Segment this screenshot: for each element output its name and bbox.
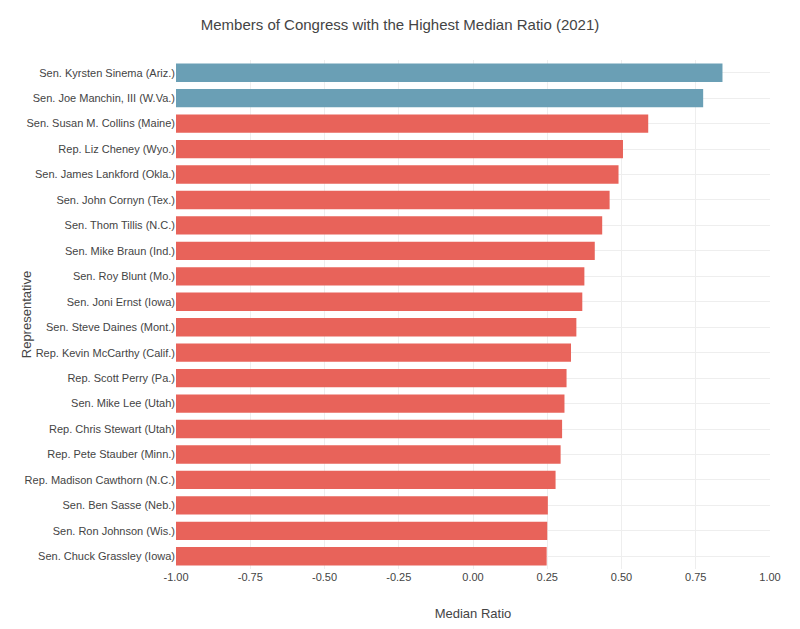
svg-text:1.00: 1.00: [759, 571, 780, 583]
svg-text:0.00: 0.00: [462, 571, 483, 583]
svg-text:Sen. Joe Manchin, III (W.Va.): Sen. Joe Manchin, III (W.Va.): [33, 92, 175, 104]
svg-text:Sen. Mike Lee (Utah): Sen. Mike Lee (Utah): [71, 397, 175, 409]
svg-text:Representative: Representative: [19, 271, 34, 358]
svg-text:Rep. Scott Perry (Pa.): Rep. Scott Perry (Pa.): [67, 372, 175, 384]
svg-text:Sen. Kyrsten Sinema (Ariz.): Sen. Kyrsten Sinema (Ariz.): [39, 67, 175, 79]
svg-text:Sen. John Cornyn (Tex.): Sen. John Cornyn (Tex.): [56, 194, 175, 206]
svg-text:Sen. Roy Blunt (Mo.): Sen. Roy Blunt (Mo.): [73, 270, 175, 282]
svg-text:-0.75: -0.75: [238, 571, 263, 583]
svg-text:Rep. Kevin McCarthy (Calif.): Rep. Kevin McCarthy (Calif.): [36, 347, 175, 359]
svg-text:Sen. Susan M. Collins (Maine): Sen. Susan M. Collins (Maine): [26, 117, 175, 129]
svg-text:Sen. Ron Johnson (Wis.): Sen. Ron Johnson (Wis.): [53, 525, 175, 537]
svg-text:Members of Congress with the H: Members of Congress with the Highest Med…: [201, 16, 600, 33]
svg-text:0.50: 0.50: [611, 571, 632, 583]
svg-text:Rep. Pete Stauber (Minn.): Rep. Pete Stauber (Minn.): [47, 448, 175, 460]
svg-text:-1.00: -1.00: [163, 571, 188, 583]
svg-text:0.75: 0.75: [685, 571, 706, 583]
svg-text:Rep. Chris Stewart (Utah): Rep. Chris Stewart (Utah): [49, 423, 175, 435]
svg-text:Sen. Mike Braun (Ind.): Sen. Mike Braun (Ind.): [65, 245, 175, 257]
svg-text:Median Ratio: Median Ratio: [435, 606, 512, 621]
svg-text:-0.50: -0.50: [312, 571, 337, 583]
svg-text:Rep. Liz Cheney (Wyo.): Rep. Liz Cheney (Wyo.): [58, 143, 175, 155]
svg-text:Sen. Chuck Grassley (Iowa): Sen. Chuck Grassley (Iowa): [38, 550, 175, 562]
svg-text:Sen. Joni Ernst (Iowa): Sen. Joni Ernst (Iowa): [67, 296, 175, 308]
svg-text:-0.25: -0.25: [386, 571, 411, 583]
svg-text:0.25: 0.25: [537, 571, 558, 583]
svg-text:Sen. Ben Sasse (Neb.): Sen. Ben Sasse (Neb.): [62, 499, 175, 511]
svg-text:Sen. Thom Tillis (N.C.): Sen. Thom Tillis (N.C.): [65, 219, 175, 231]
svg-text:Sen. James Lankford (Okla.): Sen. James Lankford (Okla.): [35, 168, 175, 180]
svg-text:Rep. Madison Cawthorn (N.C.): Rep. Madison Cawthorn (N.C.): [25, 474, 175, 486]
svg-text:Sen. Steve Daines (Mont.): Sen. Steve Daines (Mont.): [46, 321, 175, 333]
